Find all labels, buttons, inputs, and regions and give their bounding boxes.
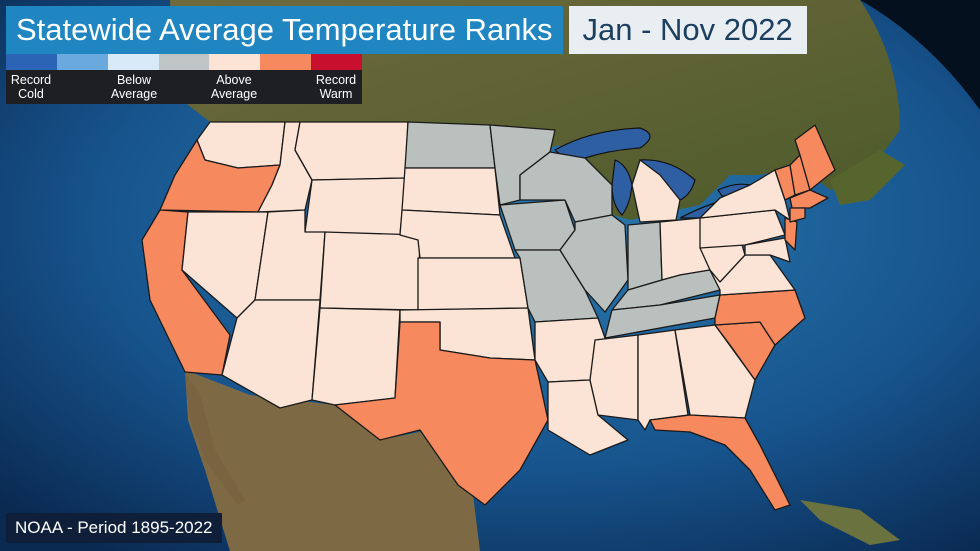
- date-range: Jan - Nov 2022: [568, 6, 807, 54]
- state-wyoming: [304, 177, 406, 236]
- legend-swatch-below: [107, 54, 159, 70]
- state-florida: [649, 414, 791, 511]
- state-georgia: [674, 324, 756, 419]
- state-maine: [794, 124, 836, 191]
- legend-swatch-much-above: [260, 54, 312, 70]
- state-maryland: [744, 237, 791, 263]
- legend-swatch-much-below: [56, 54, 108, 70]
- nova-scotia-land: [830, 150, 905, 205]
- state-north-dakota: [404, 121, 496, 169]
- legend-labels: Record Cold Below Average Above Average …: [6, 70, 362, 104]
- state-new-york: [699, 169, 791, 221]
- legend-swatch-record-warm: [311, 54, 363, 70]
- map-title: Statewide Average Temperature Ranks: [6, 6, 563, 54]
- legend-label-below-average: Below Average: [110, 73, 158, 101]
- caribbean-islands: [800, 500, 900, 545]
- legend-swatch-above: [209, 54, 261, 70]
- legend-label-record-warm: Record Warm: [315, 73, 357, 101]
- state-colorado: [319, 231, 421, 311]
- state-texas: [334, 321, 549, 506]
- space-background: [860, 0, 980, 110]
- source-caption: NOAA - Period 1895-2022: [6, 513, 222, 543]
- legend-swatch-record-cold: [6, 54, 57, 70]
- state-montana: [294, 121, 409, 181]
- state-kansas: [417, 257, 529, 311]
- state-massachusetts: [789, 189, 829, 209]
- state-new-mexico: [311, 307, 401, 406]
- legend-color-scale: [6, 54, 363, 70]
- legend-label-above-average: Above Average: [210, 73, 258, 101]
- title-bar: Statewide Average Temperature Ranks Jan …: [6, 6, 807, 54]
- legend: Record Cold Below Average Above Average …: [6, 54, 363, 104]
- mexico-land: [185, 370, 480, 551]
- state-connecticut: [789, 207, 806, 223]
- legend-swatch-near-average: [158, 54, 210, 70]
- state-south-dakota: [401, 167, 501, 216]
- baja-land: [185, 372, 245, 505]
- state-illinois: [559, 214, 629, 313]
- state-michigan: [631, 159, 681, 223]
- state-mississippi: [589, 334, 639, 421]
- lake-michigan: [611, 159, 633, 216]
- state-indiana: [627, 221, 663, 291]
- legend-label-record-cold: Record Cold: [10, 73, 52, 101]
